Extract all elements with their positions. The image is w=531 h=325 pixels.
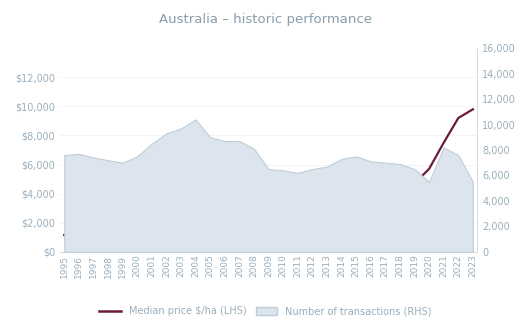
Text: Australia – historic performance: Australia – historic performance [159, 13, 372, 26]
Legend: Median price $/ha (LHS), Number of transactions (RHS): Median price $/ha (LHS), Number of trans… [96, 302, 435, 320]
